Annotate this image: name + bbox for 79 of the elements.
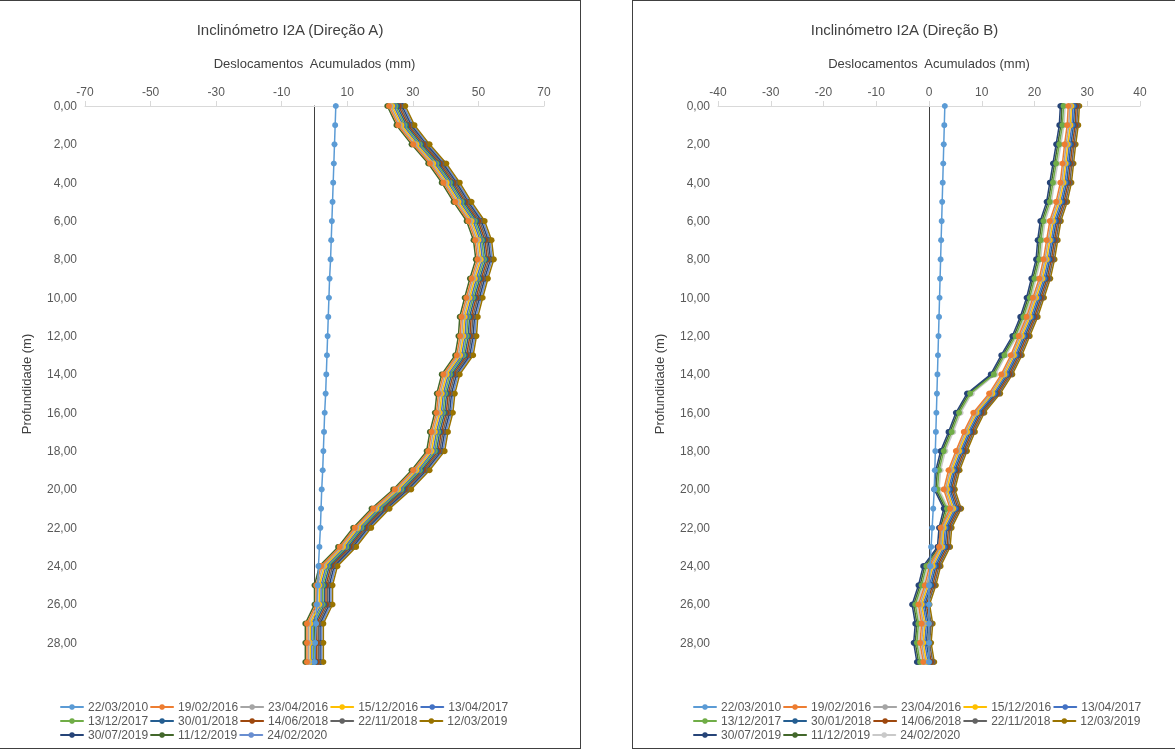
x-tick-label: -10: [867, 85, 886, 99]
x-tick-label: 40: [1133, 85, 1147, 99]
legend-label: 13/04/2017: [1081, 700, 1142, 714]
x-tick-label: 20: [1027, 85, 1042, 99]
legend-label: 22/11/2018: [991, 714, 1051, 728]
y-axis-title: Profundidade (m): [19, 333, 34, 435]
y-tick-label: 28,00: [46, 635, 78, 650]
x-tick-label: -70: [76, 85, 94, 99]
legend-label: 11/12/2019: [178, 728, 238, 742]
legend-label: 14/06/2018: [268, 714, 329, 728]
y-tick-label: 20,00: [46, 482, 78, 497]
chart-title: Inclinómetro I2A (Direção A): [196, 21, 384, 38]
y-tick-label: 2,00: [686, 137, 711, 152]
x-tick-label: -30: [762, 85, 780, 99]
legend-label: 19/02/2016: [178, 700, 239, 714]
legend-label: 12/03/2019: [447, 714, 508, 728]
x-tick-label: -30: [207, 85, 226, 99]
y-tick-label: 10,00: [679, 290, 711, 305]
y-tick-label: 26,00: [46, 597, 78, 612]
y-tick-label: 10,00: [46, 290, 78, 305]
y-tick-label: 0,00: [686, 99, 711, 113]
legend-label: 22/03/2010: [88, 700, 149, 714]
y-tick-label: 6,00: [53, 214, 78, 229]
x-tick-label: -50: [141, 85, 160, 99]
y-tick-label: 8,00: [53, 252, 78, 267]
y-tick-label: 0,00: [53, 99, 78, 113]
legend-label: 13/12/2017: [721, 714, 782, 728]
x-tick-label: 50: [471, 85, 486, 99]
y-tick-label: 12,00: [46, 329, 78, 344]
x-tick-label: 0: [925, 85, 933, 99]
x-tick-label: -20: [814, 85, 833, 99]
x-axis-title: Deslocamentos Acumulados (mm): [828, 56, 1030, 71]
legend-label: 24/02/2020: [267, 728, 328, 742]
chart-title: Inclinómetro I2A (Direção B): [810, 21, 999, 38]
x-tick-label: 70: [537, 85, 551, 99]
y-tick-label: 28,00: [679, 635, 711, 650]
y-tick-label: 8,00: [686, 252, 711, 267]
y-tick-label: 4,00: [686, 175, 711, 190]
legend-label: 30/01/2018: [811, 714, 872, 728]
x-tick-label: -40: [709, 85, 727, 99]
x-axis-title: Deslocamentos Acumulados (mm): [213, 56, 416, 71]
y-tick-label: 22,00: [679, 520, 711, 535]
y-tick-label: 18,00: [46, 444, 78, 459]
legend-label: 23/04/2016: [268, 700, 329, 714]
legend-label: 30/07/2019: [88, 728, 149, 742]
y-tick-label: 16,00: [679, 405, 711, 420]
legend-label: 13/04/2017: [448, 700, 509, 714]
legend-label: 15/12/2016: [358, 700, 419, 714]
x-tick-label: 10: [340, 85, 355, 99]
legend-label: 22/11/2018: [358, 714, 418, 728]
y-tick-label: 26,00: [679, 597, 711, 612]
legend-label: 12/03/2019: [1080, 714, 1141, 728]
legend-label: 14/06/2018: [901, 714, 962, 728]
y-tick-label: 14,00: [46, 367, 78, 382]
y-tick-label: 16,00: [46, 405, 78, 420]
legend-label: 22/03/2010: [721, 700, 782, 714]
legend-label: 30/07/2019: [721, 728, 782, 742]
x-tick-label: 30: [1080, 85, 1095, 99]
legend-label: 23/04/2016: [901, 700, 962, 714]
y-tick-label: 24,00: [46, 559, 78, 574]
legend-label: 24/02/2020: [900, 728, 961, 742]
y-tick-label: 14,00: [679, 367, 711, 382]
legend-label: 19/02/2016: [811, 700, 872, 714]
legend-label: 15/12/2016: [991, 700, 1052, 714]
y-axis-title: Profundidade (m): [652, 333, 667, 435]
y-tick-label: 22,00: [46, 520, 78, 535]
x-tick-label: 10: [975, 85, 989, 99]
y-tick-label: 6,00: [686, 214, 711, 229]
x-tick-label: 30: [406, 85, 420, 99]
y-tick-label: 20,00: [679, 482, 711, 497]
y-tick-label: 4,00: [53, 175, 78, 190]
legend-label: 30/01/2018: [178, 714, 239, 728]
y-tick-label: 24,00: [679, 559, 711, 574]
y-tick-label: 2,00: [53, 137, 78, 152]
x-tick-label: -10: [273, 85, 291, 99]
y-tick-label: 18,00: [679, 444, 711, 459]
legend-label: 11/12/2019: [811, 728, 871, 742]
legend-label: 13/12/2017: [88, 714, 149, 728]
y-tick-label: 12,00: [679, 329, 711, 344]
